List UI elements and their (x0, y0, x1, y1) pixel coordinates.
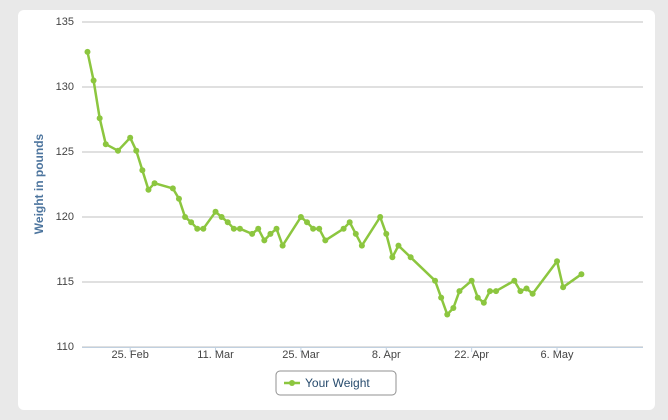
data-point (279, 242, 286, 249)
data-point (230, 225, 237, 232)
data-point (340, 225, 347, 232)
legend-label[interactable]: Your Weight (305, 376, 370, 390)
data-point (450, 305, 457, 311)
data-point (486, 288, 493, 295)
data-point (261, 237, 268, 244)
data-point (139, 167, 146, 174)
data-point (127, 134, 134, 141)
data-point (224, 219, 231, 226)
y-tick-label: 115 (56, 276, 74, 288)
legend-marker (289, 380, 295, 386)
chart-panel (18, 10, 655, 410)
data-point (182, 214, 189, 220)
data-point (346, 219, 353, 226)
data-point (297, 214, 304, 220)
data-point (352, 230, 359, 237)
data-point (474, 294, 481, 301)
x-tick-label: 8. Apr (372, 349, 401, 361)
data-point (493, 288, 500, 295)
x-tick-label: 11. Mar (197, 349, 234, 361)
data-point (212, 208, 219, 215)
data-point (389, 254, 396, 261)
data-point (145, 186, 152, 193)
data-point (395, 242, 402, 249)
data-point (114, 147, 121, 154)
data-point (194, 225, 201, 232)
data-point (236, 225, 243, 232)
data-point (255, 225, 262, 232)
data-point (578, 271, 585, 278)
y-tick-label: 135 (56, 16, 74, 28)
data-point (438, 294, 445, 301)
data-point (377, 214, 384, 220)
data-point (273, 225, 280, 232)
data-point (407, 254, 414, 261)
data-point (188, 219, 195, 226)
data-point (200, 225, 207, 232)
data-point (96, 115, 103, 122)
data-point (358, 242, 365, 249)
data-point (304, 219, 311, 226)
data-point (175, 195, 182, 202)
data-line (86, 51, 583, 316)
data-point (151, 180, 158, 187)
data-point (102, 141, 109, 148)
y-axis-title: Weight in pounds (32, 133, 46, 234)
y-tick-label: 130 (56, 81, 74, 93)
x-tick-label: 25. Mar (282, 349, 320, 361)
y-tick-label: 125 (56, 146, 74, 158)
data-point (444, 311, 451, 318)
data-point (480, 299, 487, 306)
data-point (249, 230, 256, 237)
data-point (517, 288, 524, 295)
data-point (218, 214, 225, 220)
data-point (84, 48, 91, 55)
data-point (267, 230, 274, 237)
data-point (90, 77, 97, 84)
data-point (529, 290, 536, 297)
x-tick-label: 25. Feb (112, 349, 149, 361)
legend-box (275, 370, 397, 396)
data-point (560, 284, 567, 291)
data-point (310, 225, 317, 232)
data-point (523, 285, 530, 292)
data-point (169, 185, 176, 192)
data-point (133, 147, 140, 154)
x-tick-label: 6. May (541, 349, 575, 361)
data-point (383, 230, 390, 237)
data-point (468, 277, 475, 284)
y-tick-label: 110 (56, 341, 74, 353)
y-tick-label: 120 (56, 211, 74, 223)
data-point (316, 225, 323, 232)
data-point (554, 258, 561, 265)
data-point (511, 277, 518, 284)
data-point (456, 288, 463, 295)
x-tick-label: 22. Apr (454, 349, 489, 361)
data-point (432, 277, 439, 284)
data-point (322, 237, 329, 244)
